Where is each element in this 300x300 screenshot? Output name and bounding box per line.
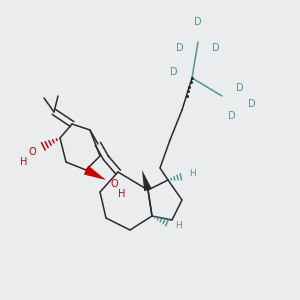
Text: D: D	[248, 99, 256, 109]
Text: H: H	[175, 221, 182, 230]
Text: D: D	[170, 67, 178, 77]
Polygon shape	[84, 166, 106, 180]
Text: H: H	[189, 169, 195, 178]
Text: D: D	[194, 17, 202, 27]
Text: D: D	[212, 43, 220, 53]
Text: D: D	[228, 111, 236, 121]
Text: O: O	[110, 179, 118, 189]
Text: H: H	[20, 157, 28, 167]
Text: D: D	[176, 43, 184, 53]
Text: D: D	[236, 83, 244, 93]
Polygon shape	[142, 170, 152, 191]
Text: O: O	[28, 147, 36, 157]
Text: H: H	[118, 189, 126, 199]
